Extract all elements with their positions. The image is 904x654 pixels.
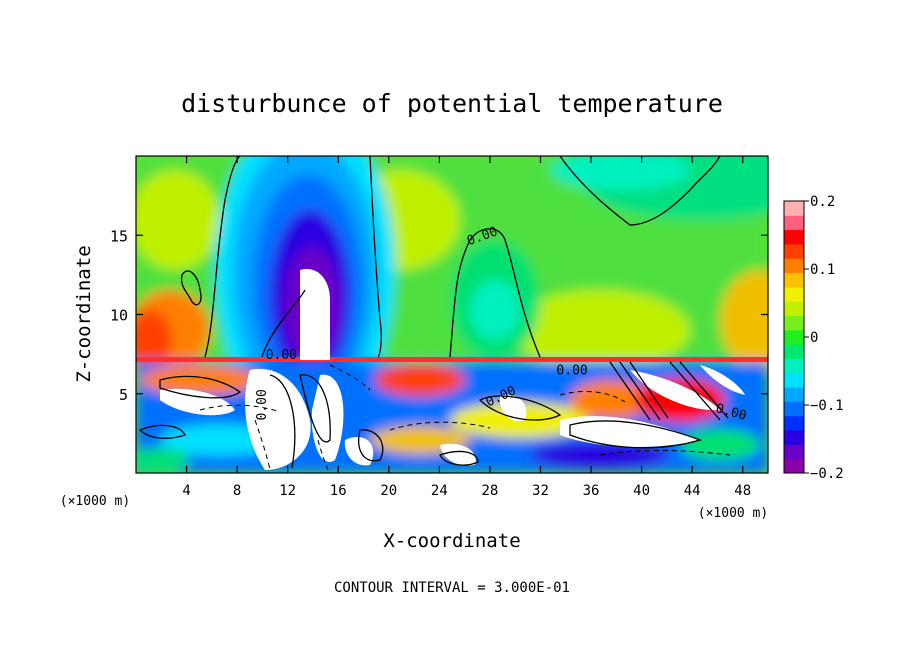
colorbar-swatch	[784, 387, 804, 402]
x-tick-label: 36	[583, 483, 600, 499]
colorbar-swatch	[784, 372, 804, 388]
y-axis: 5 10 15	[110, 227, 768, 404]
colorbar-swatch	[784, 286, 804, 302]
colorbar-swatch	[784, 444, 804, 460]
colorbar-swatch	[784, 329, 804, 345]
contour-label: 0.00	[266, 348, 297, 363]
y-tick-label: 10	[110, 307, 128, 325]
colorbar-tick-label: 0.2	[810, 194, 835, 210]
x-tick-label: 44	[684, 483, 701, 499]
colorbar-swatch	[784, 258, 804, 274]
colorbar-swatch	[784, 344, 804, 359]
y-tick-label: 15	[110, 227, 128, 245]
colorbar-swatch	[784, 315, 804, 331]
contour-label: 0.00	[556, 364, 587, 379]
x-tick-label: 4	[182, 483, 190, 499]
colorbar-swatch	[784, 201, 804, 216]
x-tick-label: 24	[431, 483, 448, 499]
x-tick-label: 28	[481, 483, 498, 499]
x-tick-label: 20	[380, 483, 397, 499]
temperature-field	[136, 156, 768, 473]
colorbar-swatch	[784, 243, 804, 259]
colorbar-tick-label: 0.1	[810, 262, 835, 278]
x-tick-label: 8	[233, 483, 241, 499]
colorbar: 0.2 0.1 0 −0.1 −0.2	[783, 194, 844, 482]
y-axis-label: Z-coordinate	[73, 245, 95, 382]
colorbar-swatch	[784, 301, 804, 317]
contour-interval-note: CONTOUR INTERVAL = 3.000E-01	[334, 580, 570, 596]
x-tick-label: 32	[532, 483, 549, 499]
contour-label: 0.00	[255, 389, 270, 420]
chart-title: disturbunce of potential temperature	[181, 89, 723, 118]
colorbar-swatch	[784, 458, 804, 474]
x-axis: 4 8 12 16 20 24 28 32 36 40 44 48	[182, 156, 751, 499]
x-axis-label: X-coordinate	[383, 530, 520, 552]
colorbar-swatch	[784, 401, 804, 417]
y-tick-label: 5	[119, 386, 128, 404]
x-unit-label: (×1000 m)	[698, 506, 768, 521]
colorbar-swatch	[784, 272, 804, 288]
x-tick-label: 12	[279, 483, 296, 499]
colorbar-swatch	[784, 229, 804, 245]
x-tick-label: 48	[734, 483, 751, 499]
x-tick-label: 40	[633, 483, 650, 499]
colorbar-swatch	[784, 415, 804, 431]
colorbar-swatch	[784, 358, 804, 374]
colorbar-swatch	[784, 215, 804, 231]
x-tick-label: 16	[330, 483, 347, 499]
colorbar-tick-label: 0	[810, 330, 818, 346]
colorbar-tick-label: −0.1	[810, 398, 844, 414]
colorbar-tick-label: −0.2	[810, 466, 844, 482]
y-unit-label: (×1000 m)	[60, 494, 130, 509]
colorbar-swatch	[784, 430, 804, 445]
